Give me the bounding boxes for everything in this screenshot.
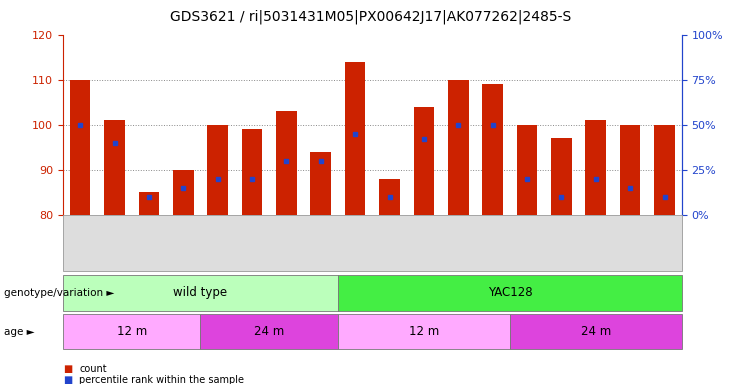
Bar xyxy=(276,111,296,215)
Bar xyxy=(173,170,193,215)
Bar xyxy=(482,84,503,215)
Text: count: count xyxy=(79,364,107,374)
Bar xyxy=(516,125,537,215)
Bar xyxy=(310,152,331,215)
Bar xyxy=(585,120,606,215)
Bar xyxy=(448,79,468,215)
Bar xyxy=(551,138,572,215)
Bar xyxy=(379,179,400,215)
Text: 12 m: 12 m xyxy=(409,325,439,338)
Text: age ►: age ► xyxy=(4,327,34,337)
Bar xyxy=(207,125,228,215)
Bar xyxy=(242,129,262,215)
Bar xyxy=(345,61,365,215)
Bar xyxy=(654,125,675,215)
Text: genotype/variation ►: genotype/variation ► xyxy=(4,288,114,298)
Text: ■: ■ xyxy=(63,364,72,374)
Text: GDS3621 / ri|5031431M05|PX00642J17|AK077262|2485-S: GDS3621 / ri|5031431M05|PX00642J17|AK077… xyxy=(170,10,571,24)
Bar xyxy=(70,79,90,215)
Text: 24 m: 24 m xyxy=(254,325,285,338)
Text: 12 m: 12 m xyxy=(116,325,147,338)
Text: ■: ■ xyxy=(63,375,72,384)
Text: YAC128: YAC128 xyxy=(488,286,532,299)
Text: wild type: wild type xyxy=(173,286,227,299)
Bar xyxy=(619,125,640,215)
Text: percentile rank within the sample: percentile rank within the sample xyxy=(79,375,245,384)
Bar xyxy=(139,192,159,215)
Bar xyxy=(413,107,434,215)
Bar xyxy=(104,120,124,215)
Text: 24 m: 24 m xyxy=(581,325,611,338)
